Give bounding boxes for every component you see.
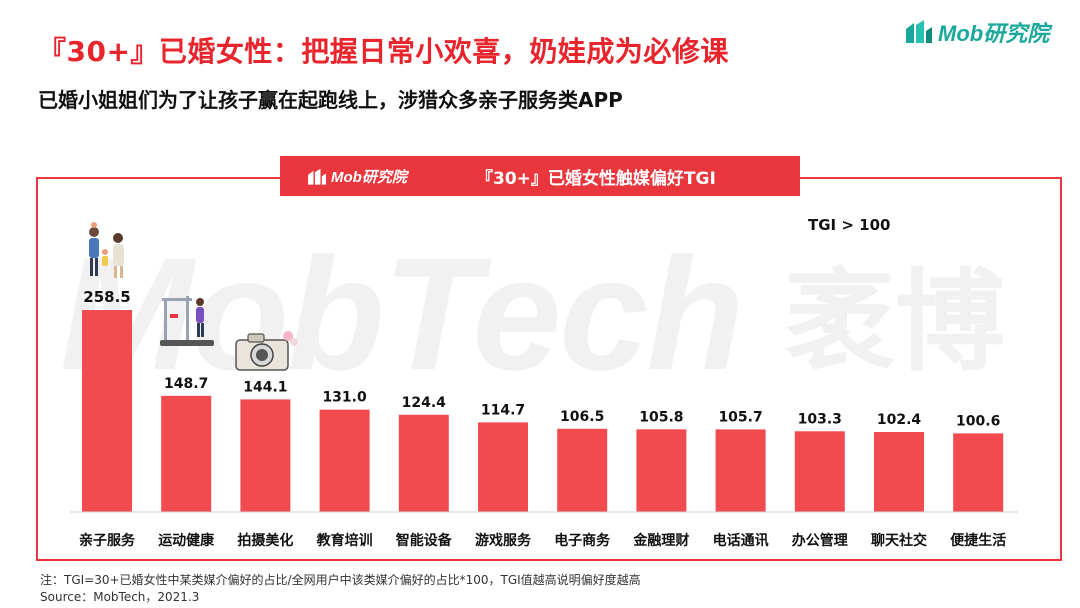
- chart-title: 『30+』已婚女性触媒偏好TGI: [476, 169, 716, 189]
- category-label-11: 聊天社交: [871, 532, 927, 549]
- camera-illustration-icon: [235, 331, 298, 371]
- legend-note: TGI > 100: [808, 216, 891, 234]
- category-label-4: 教育培训: [317, 532, 373, 549]
- chart-header: Mob研究院 『30+』已婚女性触媒偏好TGI: [280, 156, 800, 196]
- mob-logo: Mob研究院: [904, 14, 1064, 50]
- source-note: Source：MobTech，2021.3: [40, 590, 200, 604]
- page-title: 『30+』已婚女性：把握日常小欢喜，奶娃成为必修课: [38, 35, 729, 68]
- bar-3: [240, 399, 291, 512]
- bar-6: [478, 422, 528, 512]
- category-label-8: 金融理财: [632, 532, 689, 549]
- family-illustration-icon: [89, 222, 124, 278]
- value-label-11: 102.4: [877, 412, 922, 428]
- header-logo-icon: [308, 168, 326, 185]
- value-label-12: 100.6: [956, 413, 1000, 429]
- header-logo: Mob研究院: [306, 166, 407, 187]
- category-label-5: 智能设备: [395, 532, 453, 549]
- category-label-1: 亲子服务: [79, 532, 136, 549]
- bar-8: [636, 429, 687, 512]
- bar-11: [874, 431, 924, 512]
- category-label-2: 运动健康: [158, 532, 215, 549]
- mob-logo-text: Mob研究院: [938, 21, 1050, 46]
- value-label-10: 103.3: [798, 411, 842, 427]
- bar-10: [794, 431, 845, 512]
- value-label-1: 258.5: [83, 288, 130, 306]
- category-label-12: 便捷生活: [950, 532, 1006, 549]
- bar-5: [398, 414, 449, 512]
- value-label-5: 124.4: [402, 395, 447, 411]
- value-label-2: 148.7: [164, 376, 208, 392]
- bar-7: [557, 428, 608, 512]
- watermark-latin: MobTech: [60, 224, 744, 403]
- category-label-9: 电话通讯: [713, 532, 769, 549]
- bar-2: [161, 395, 212, 512]
- value-label-7: 106.5: [560, 409, 604, 425]
- category-label-10: 办公管理: [792, 532, 848, 549]
- page-subtitle: 已婚小姐姐们为了让孩子赢在起跑线上，涉猎众多亲子服务类APP: [38, 88, 623, 112]
- bar-9: [715, 429, 766, 512]
- category-label-7: 电子商务: [554, 532, 611, 549]
- bar-1: [82, 310, 132, 512]
- value-label-9: 105.7: [718, 409, 762, 425]
- category-label-6: 游戏服务: [475, 532, 532, 549]
- value-label-8: 105.8: [639, 409, 683, 425]
- category-label-3: 拍摄美化: [237, 532, 293, 549]
- footnote: 注：TGI=30+已婚女性中某类媒介偏好的占比/全网用户中该类媒介偏好的占比*1…: [40, 573, 641, 587]
- value-label-3: 144.1: [243, 379, 287, 395]
- watermark-cn: 袤博: [785, 258, 1005, 386]
- mob-logo-icon: [906, 20, 932, 43]
- value-label-6: 114.7: [481, 402, 525, 418]
- bar-4: [319, 409, 370, 512]
- fitness-illustration-icon: [160, 296, 214, 346]
- value-label-4: 131.0: [322, 390, 367, 406]
- header-logo-text: Mob研究院: [331, 169, 407, 186]
- bar-12: [953, 433, 1004, 512]
